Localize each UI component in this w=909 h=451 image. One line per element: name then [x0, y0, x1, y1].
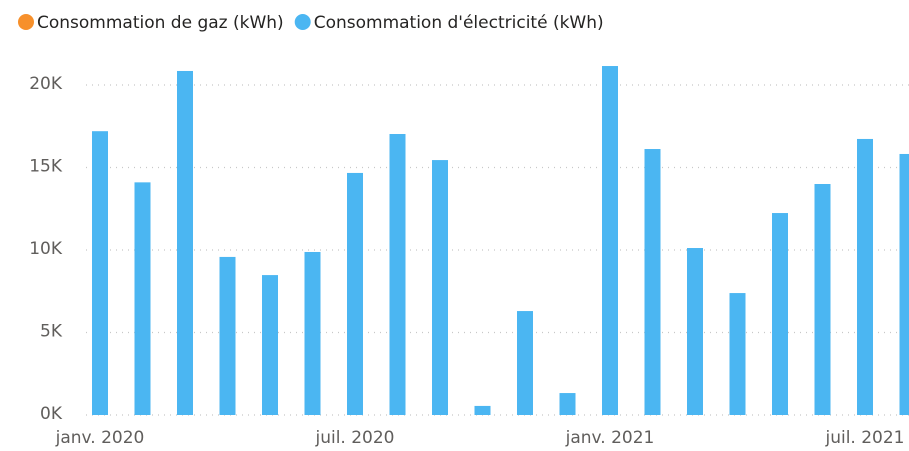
- bar: [432, 160, 448, 415]
- legend-label: Consommation d'électricité (kWh): [314, 13, 604, 33]
- bar: [729, 293, 746, 415]
- bar: [857, 138, 873, 415]
- bar: [304, 251, 321, 415]
- bar: [474, 405, 491, 415]
- bar: [262, 275, 278, 415]
- y-tick-label: 15K: [29, 157, 63, 177]
- bar: [517, 311, 533, 415]
- bar: [772, 213, 788, 415]
- bar: [644, 149, 661, 415]
- y-tick-label: 5K: [40, 322, 63, 342]
- y-tick-label: 20K: [29, 74, 63, 94]
- bar: [814, 184, 831, 415]
- bar: [347, 172, 363, 415]
- legend-swatch: [18, 14, 34, 30]
- y-tick-label: 0K: [40, 404, 63, 424]
- y-tick-label: 10K: [29, 239, 63, 259]
- legend-label: Consommation de gaz (kWh): [37, 13, 284, 33]
- legend-swatch: [294, 14, 311, 30]
- bar: [899, 153, 909, 415]
- bar: [602, 66, 618, 416]
- bar: [219, 256, 236, 415]
- x-tick-label: juil. 2021: [824, 428, 904, 448]
- bar: [687, 248, 703, 415]
- x-tick-label: juil. 2020: [314, 428, 394, 448]
- bar: [134, 182, 151, 415]
- x-tick-label: janv. 2021: [565, 428, 655, 448]
- x-tick-label: janv. 2020: [55, 428, 145, 448]
- legend: Consommation de gaz (kWh) Consommation d'…: [18, 13, 604, 33]
- bar: [389, 134, 406, 415]
- bar: [177, 70, 193, 415]
- bar: [92, 131, 108, 415]
- bar: [559, 393, 576, 415]
